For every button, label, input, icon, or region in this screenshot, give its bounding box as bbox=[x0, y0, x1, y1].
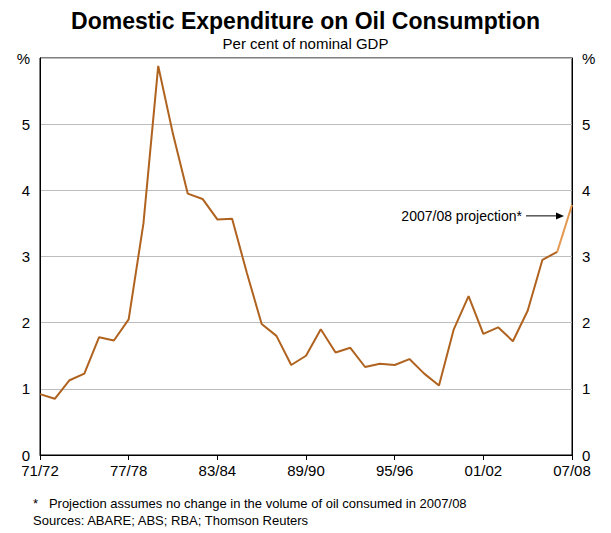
svg-text:2: 2 bbox=[22, 314, 30, 331]
svg-text:83/84: 83/84 bbox=[199, 462, 237, 479]
svg-text:95/96: 95/96 bbox=[376, 462, 414, 479]
svg-text:01/02: 01/02 bbox=[465, 462, 503, 479]
svg-text:Per cent of nominal GDP: Per cent of nominal GDP bbox=[223, 35, 389, 52]
svg-text:2: 2 bbox=[582, 314, 590, 331]
svg-text:89/90: 89/90 bbox=[287, 462, 325, 479]
svg-text:%: % bbox=[17, 50, 30, 67]
svg-text:Sources: ABARE; ABS; RBA; Thom: Sources: ABARE; ABS; RBA; Thomson Reuter… bbox=[33, 513, 309, 528]
svg-text:3: 3 bbox=[22, 248, 30, 265]
svg-text:Domestic Expenditure on Oil Co: Domestic Expenditure on Oil Consumption bbox=[71, 8, 540, 34]
svg-text:77/78: 77/78 bbox=[110, 462, 148, 479]
svg-text:5: 5 bbox=[582, 116, 590, 133]
svg-text:71/72: 71/72 bbox=[21, 462, 59, 479]
svg-text:1: 1 bbox=[22, 380, 30, 397]
svg-text:* Projection assumes no chan: * Projection assumes no change in the vo… bbox=[33, 496, 467, 511]
svg-text:07/08: 07/08 bbox=[553, 462, 591, 479]
svg-text:4: 4 bbox=[582, 182, 590, 199]
svg-text:4: 4 bbox=[22, 182, 30, 199]
svg-text:2007/08 projection*: 2007/08 projection* bbox=[401, 208, 522, 224]
svg-text:0: 0 bbox=[582, 447, 590, 464]
svg-text:1: 1 bbox=[582, 380, 590, 397]
svg-text:0: 0 bbox=[22, 447, 30, 464]
svg-text:3: 3 bbox=[582, 248, 590, 265]
svg-text:5: 5 bbox=[22, 116, 30, 133]
svg-text:%: % bbox=[582, 50, 595, 67]
